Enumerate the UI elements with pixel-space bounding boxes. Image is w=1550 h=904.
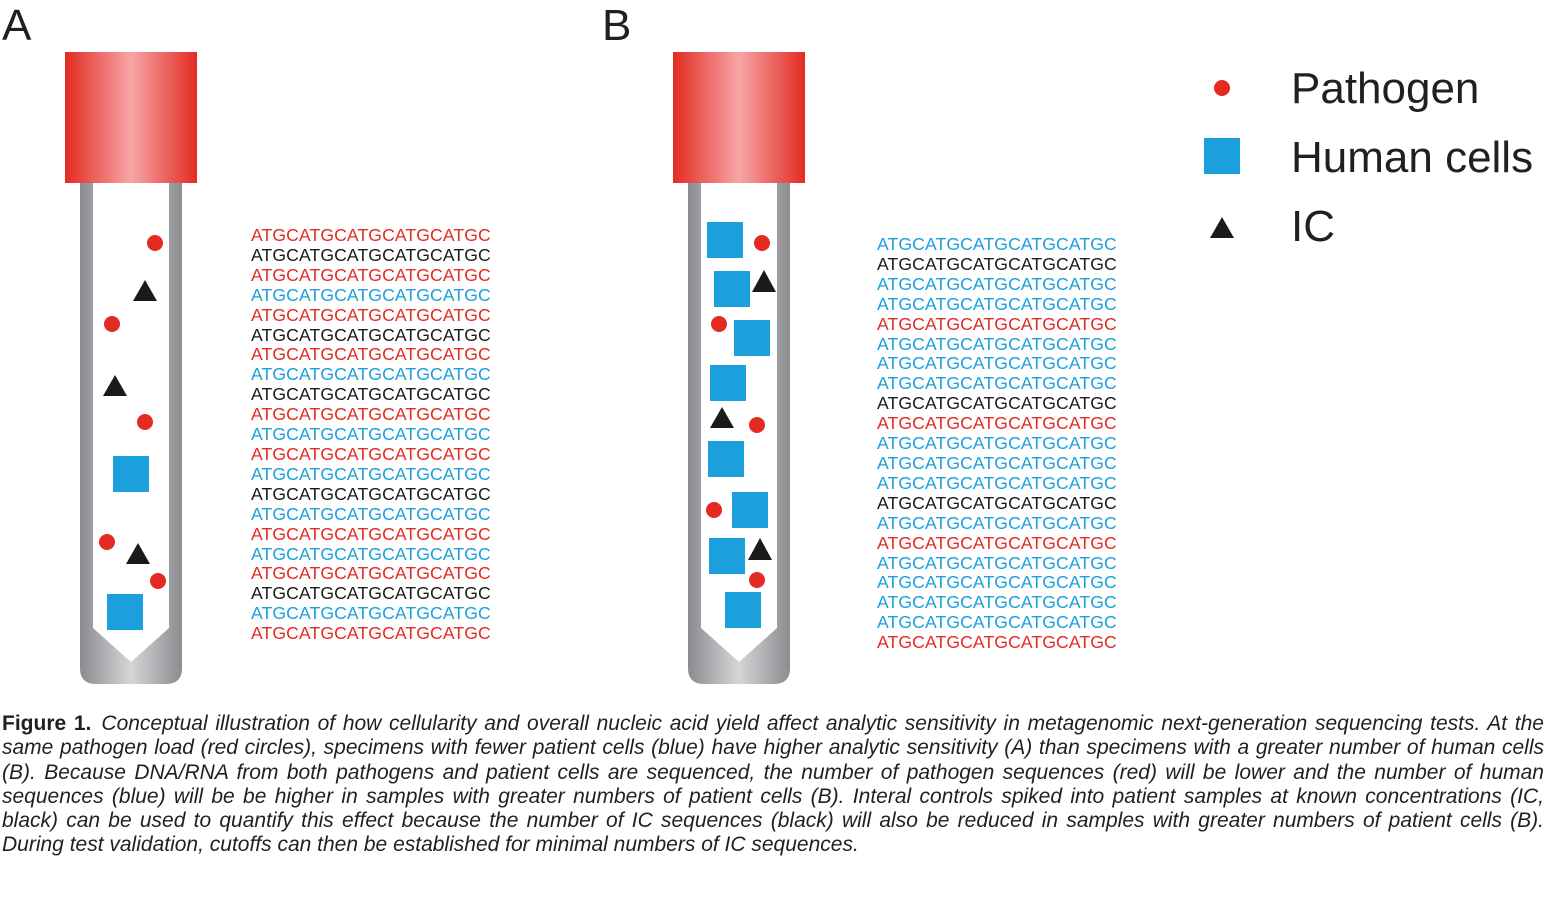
pathogen-icon <box>749 572 765 588</box>
legend-human-cell-icon <box>1204 138 1240 174</box>
sequence-line-pathogen: ATGCATGCATGCATGCATGC <box>251 563 491 584</box>
tube-a <box>65 52 197 684</box>
sequence-line-human: ATGCATGCATGCATGCATGC <box>877 433 1117 454</box>
sequence-line-human: ATGCATGCATGCATGCATGC <box>877 234 1117 254</box>
sequence-line-human: ATGCATGCATGCATGCATGC <box>251 503 491 524</box>
panel-b-letter: B <box>602 1 632 50</box>
sequence-line-human: ATGCATGCATGCATGCATGC <box>877 612 1117 633</box>
sequence-line-pathogen: ATGCATGCATGCATGCATGC <box>877 413 1117 434</box>
figure-caption: Figure 1. Conceptual illustration of how … <box>2 712 1544 858</box>
pathogen-icon <box>104 316 120 332</box>
human-cell-icon <box>714 271 750 307</box>
sequence-line-ic: ATGCATGCATGCATGCATGC <box>877 253 1117 274</box>
sequence-line-ic: ATGCATGCATGCATGCATGC <box>251 583 491 604</box>
sequence-line-pathogen: ATGCATGCATGCATGCATGC <box>251 344 491 365</box>
pathogen-icon <box>147 235 163 251</box>
sequence-line-human: ATGCATGCATGCATGCATGC <box>877 472 1117 493</box>
human-cell-icon <box>113 456 149 492</box>
sequence-line-pathogen: ATGCATGCATGCATGCATGC <box>251 623 491 644</box>
sequence-line-human: ATGCATGCATGCATGCATGC <box>251 543 491 564</box>
sequence-line-ic: ATGCATGCATGCATGCATGC <box>251 324 491 345</box>
legend-ic-icon <box>1210 217 1234 238</box>
tube-b-contents <box>706 222 776 628</box>
legend-pathogen-label: Pathogen <box>1291 64 1480 113</box>
sequence-line-human: ATGCATGCATGCATGCATGC <box>251 424 491 445</box>
ic-icon <box>710 407 734 428</box>
sequence-line-human: ATGCATGCATGCATGCATGC <box>877 353 1117 374</box>
sequence-line-pathogen: ATGCATGCATGCATGCATGC <box>251 264 491 285</box>
pathogen-icon <box>749 417 765 433</box>
ic-icon <box>133 280 157 301</box>
sequence-line-human: ATGCATGCATGCATGCATGC <box>877 293 1117 314</box>
sequence-line-human: ATGCATGCATGCATGCATGC <box>877 452 1117 473</box>
sequence-list-a: ATGCATGCATGCATGCATGC ATGCATGCATGCATGCATGC… <box>251 225 491 644</box>
legend-pathogen-icon <box>1214 80 1230 96</box>
human-cell-icon <box>725 592 761 628</box>
sequence-line-human: ATGCATGCATGCATGCATGC <box>251 284 491 305</box>
legend-symbols <box>1204 80 1240 238</box>
sequence-line-pathogen: ATGCATGCATGCATGCATGC <box>251 443 491 464</box>
sequence-line-human: ATGCATGCATGCATGCATGC <box>877 273 1117 294</box>
pathogen-icon <box>99 534 115 550</box>
sequence-line-ic: ATGCATGCATGCATGCATGC <box>877 393 1117 414</box>
sequence-line-pathogen: ATGCATGCATGCATGCATGC <box>877 313 1117 334</box>
sequence-line-human: ATGCATGCATGCATGCATGC <box>877 572 1117 593</box>
pathogen-icon <box>754 235 770 251</box>
panel-a-letter: A <box>2 1 32 50</box>
sequence-line-pathogen: ATGCATGCATGCATGCATGC <box>251 404 491 425</box>
caption-label: Figure 1. <box>2 712 92 735</box>
human-cell-icon <box>710 365 746 401</box>
human-cell-icon <box>732 492 768 528</box>
sequence-list-b: ATGCATGCATGCATGCATGC ATGCATGCATGCATGCATGC… <box>877 234 1117 653</box>
sequence-line-pathogen: ATGCATGCATGCATGCATGC <box>251 304 491 325</box>
ic-icon <box>748 538 772 560</box>
sequence-line-human: ATGCATGCATGCATGCATGC <box>251 603 491 624</box>
sequence-line-human: ATGCATGCATGCATGCATGC <box>251 463 491 484</box>
sequence-line-human: ATGCATGCATGCATGCATGC <box>251 364 491 385</box>
sequence-line-ic: ATGCATGCATGCATGCATGC <box>251 483 491 504</box>
sequence-line-pathogen: ATGCATGCATGCATGCATGC <box>877 532 1117 553</box>
sequence-line-pathogen: ATGCATGCATGCATGCATGC <box>877 632 1117 653</box>
sequence-line-human: ATGCATGCATGCATGCATGC <box>877 552 1117 573</box>
sequence-line-pathogen: ATGCATGCATGCATGCATGC <box>251 523 491 544</box>
human-cell-icon <box>708 441 744 477</box>
sequence-line-human: ATGCATGCATGCATGCATGC <box>877 512 1117 533</box>
tube-a-contents <box>99 235 166 630</box>
sequence-line-human: ATGCATGCATGCATGCATGC <box>877 373 1117 394</box>
sequence-line-ic: ATGCATGCATGCATGCATGC <box>251 384 491 405</box>
human-cell-icon <box>107 594 143 630</box>
ic-icon <box>103 375 127 396</box>
ic-icon <box>126 543 150 564</box>
tube-a-cap <box>65 52 197 183</box>
sequence-line-human: ATGCATGCATGCATGCATGC <box>877 592 1117 613</box>
pathogen-icon <box>706 502 722 518</box>
pathogen-icon <box>711 316 727 332</box>
legend-ic-label: IC <box>1291 202 1335 251</box>
sequence-line-ic: ATGCATGCATGCATGCATGC <box>251 244 491 265</box>
human-cell-icon <box>734 320 770 356</box>
pathogen-icon <box>150 573 166 589</box>
human-cell-icon <box>709 538 745 574</box>
caption-text: Conceptual illustration of how cellulari… <box>2 712 1544 857</box>
pathogen-icon <box>137 414 153 430</box>
human-cell-icon <box>707 222 743 258</box>
sequence-line-ic: ATGCATGCATGCATGCATGC <box>877 492 1117 513</box>
tube-a-interior <box>93 180 169 662</box>
tubes-illustration <box>65 52 1240 684</box>
tube-b-cap <box>673 52 805 183</box>
sequence-line-pathogen: ATGCATGCATGCATGCATGC <box>251 225 491 245</box>
legend-human-label: Human cells <box>1291 133 1534 182</box>
sequence-line-human: ATGCATGCATGCATGCATGC <box>877 333 1117 354</box>
ic-icon <box>752 270 776 292</box>
